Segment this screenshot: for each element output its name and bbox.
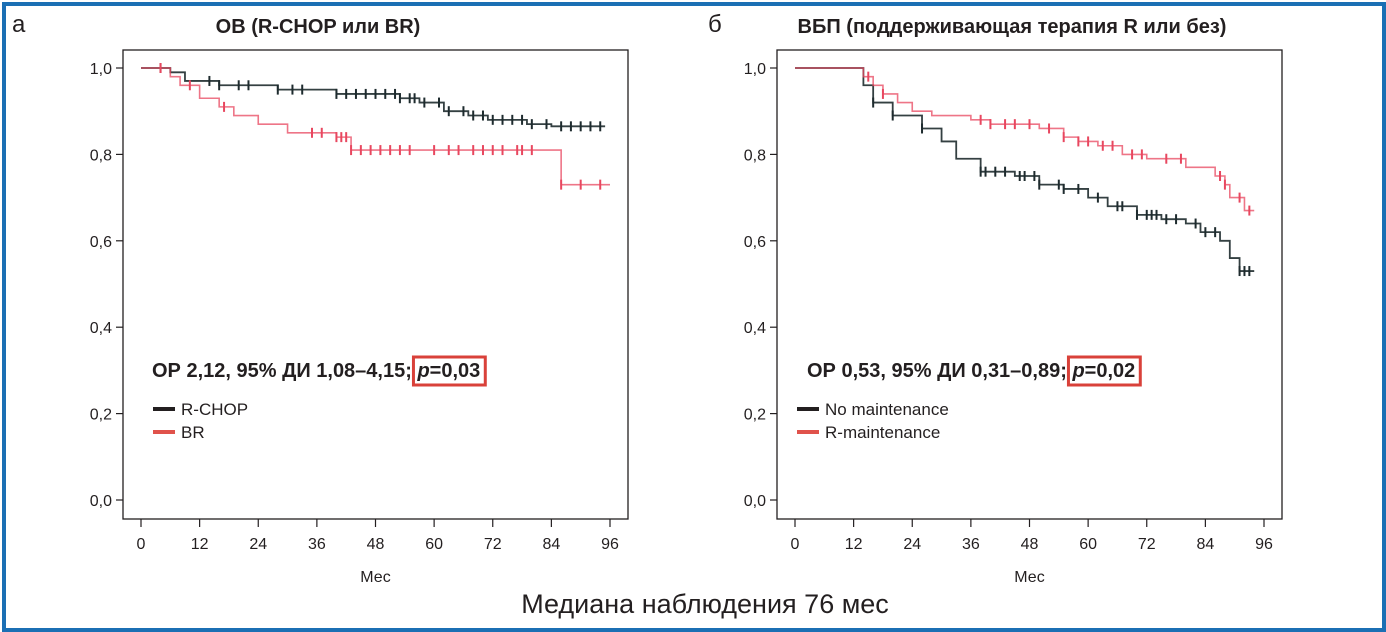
p-value: =0,03 — [430, 360, 481, 382]
y-tick-label: 0,4 — [744, 320, 766, 337]
y-tick-label: 0,4 — [90, 320, 112, 337]
x-tick-label: 12 — [191, 536, 209, 553]
series-line-r-maintenance — [795, 67, 1255, 212]
panel-letter-b: б — [708, 11, 722, 38]
hazard-ratio-text: ОР 0,53, 95% ДИ 0,31–0,89; — [807, 360, 1072, 382]
p-value: =0,02 — [1085, 360, 1136, 382]
p-symbol: p — [416, 360, 429, 382]
y-tick-label: 0,6 — [90, 234, 112, 251]
x-tick-label: 48 — [1021, 536, 1039, 553]
x-tick-label: 60 — [1079, 536, 1097, 553]
x-tick-label: 36 — [308, 536, 326, 553]
x-tick-label: 72 — [484, 536, 502, 553]
y-tick-label: 0,8 — [90, 147, 112, 164]
stat-text-b: ОР 0,53, 95% ДИ 0,31–0,89; p=0,02 — [807, 360, 1135, 382]
x-tick-label: 0 — [791, 536, 800, 553]
chart-title-b: ВБП (поддерживающая терапия R или без) — [798, 16, 1227, 38]
x-tick-label: 12 — [845, 536, 863, 553]
x-tick-label: 60 — [425, 536, 443, 553]
hazard-ratio-text: ОР 2,12, 95% ДИ 1,08–4,15; — [152, 360, 417, 382]
x-axis-label-b: Мес — [1014, 569, 1044, 586]
series-line-no-maintenance — [795, 67, 1255, 272]
legend-label: R-maintenance — [825, 423, 940, 442]
p-value-box-b — [1066, 355, 1142, 387]
x-tick-label: 84 — [542, 536, 560, 553]
panel-a: а ОВ (R-CHOP или BR) 0,0 0,2 0,4 0,6 0,8 1,0 0… — [12, 11, 629, 586]
chart-title-a: ОВ (R-CHOP или BR) — [216, 16, 421, 38]
legend-label: R-CHOP — [181, 400, 248, 419]
x-tick-label: 96 — [1255, 536, 1273, 553]
x-tick-label: 36 — [962, 536, 980, 553]
plot-area-a — [122, 49, 629, 520]
p-symbol: p — [1071, 360, 1084, 382]
y-tick-label: 1,0 — [744, 61, 766, 78]
x-tick-label: 48 — [367, 536, 385, 553]
stat-text-a: ОР 2,12, 95% ДИ 1,08–4,15; p=0,03 — [152, 360, 480, 382]
x-tick-label: 24 — [249, 536, 267, 553]
legend-label: No maintenance — [825, 400, 949, 419]
y-tick-label: 0,2 — [744, 407, 766, 424]
p-value-box-a — [411, 355, 487, 387]
y-tick-label: 0,8 — [744, 147, 766, 164]
x-tick-label: 84 — [1196, 536, 1214, 553]
y-tick-label: 1,0 — [90, 61, 112, 78]
footer-median-followup: Медиана наблюдения 76 мес — [521, 589, 889, 619]
y-tick-label: 0,2 — [90, 407, 112, 424]
series-line-br — [141, 67, 610, 186]
panel-letter-a: а — [12, 11, 26, 38]
x-tick-label: 24 — [903, 536, 921, 553]
y-tick-label: 0,0 — [90, 493, 112, 510]
y-tick-label: 0,0 — [744, 493, 766, 510]
x-tick-label: 72 — [1138, 536, 1156, 553]
x-tick-label: 96 — [601, 536, 619, 553]
y-tick-label: 0,6 — [744, 234, 766, 251]
legend-label: BR — [181, 423, 205, 442]
x-tick-label: 0 — [137, 536, 146, 553]
x-axis-label-a: Мес — [360, 569, 390, 586]
series-line-r-chop — [141, 67, 606, 128]
panel-b: б ВБП (поддерживающая терапия R или без)… — [708, 11, 1283, 586]
